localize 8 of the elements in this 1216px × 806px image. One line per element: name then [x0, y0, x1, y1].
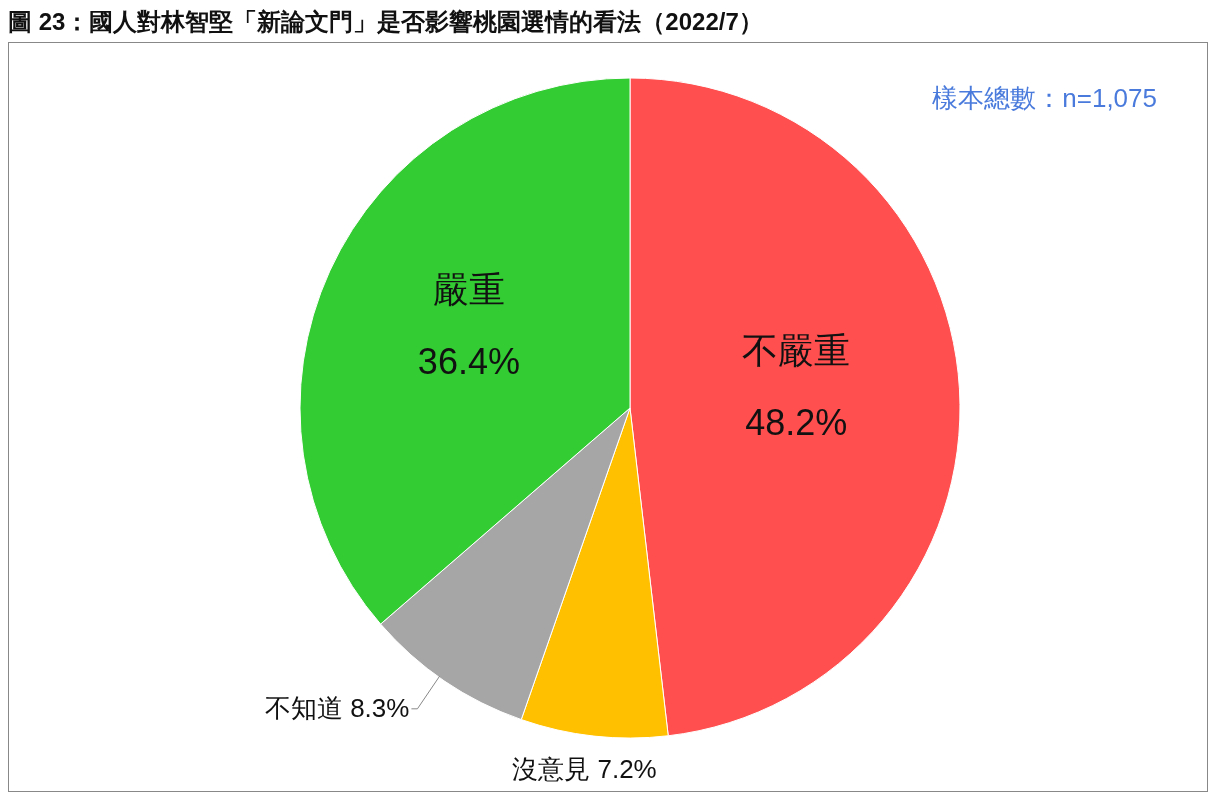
data-label: 48.2% [745, 402, 848, 444]
data-label: 36.4% [417, 340, 520, 382]
slice-label: 不知道 8.3% [264, 692, 410, 723]
chart-title: 圖 23：國人對林智堅「新論文門」是否影響桃園選情的看法（2022/7） [8, 8, 764, 36]
slice-label: 不嚴重 [742, 330, 851, 372]
text: 樣本總數：n=1,075 [932, 82, 1157, 115]
slice-label: 沒意見 7.2% [512, 753, 657, 784]
slice-label: 嚴重 [432, 268, 505, 310]
